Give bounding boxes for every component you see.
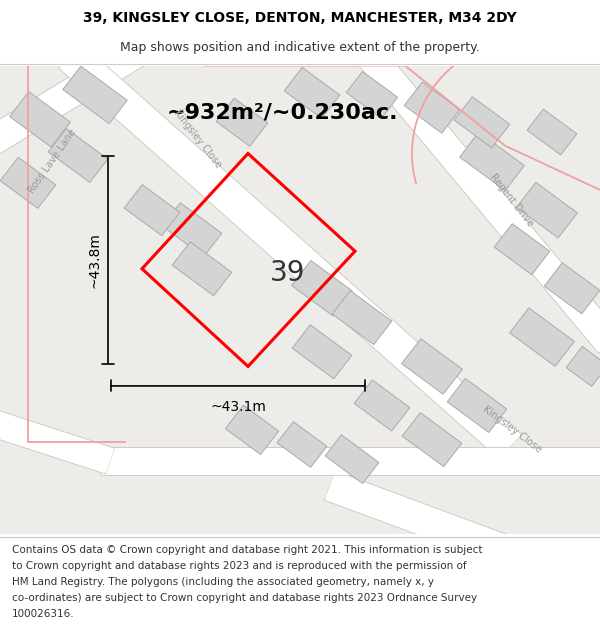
Polygon shape (332, 291, 392, 344)
Polygon shape (494, 224, 550, 275)
Polygon shape (527, 109, 577, 155)
Polygon shape (124, 184, 180, 236)
Text: Kingsley Close: Kingsley Close (172, 108, 224, 170)
Polygon shape (460, 132, 524, 191)
Polygon shape (404, 82, 460, 133)
Text: Map shows position and indicative extent of the property.: Map shows position and indicative extent… (120, 41, 480, 54)
Polygon shape (354, 380, 410, 431)
Polygon shape (226, 405, 278, 454)
Polygon shape (509, 308, 574, 366)
Text: ~43.1m: ~43.1m (210, 399, 266, 414)
Bar (100, 448, 600, 475)
Bar (60, 45, 520, 458)
Polygon shape (172, 242, 232, 296)
Text: 39: 39 (270, 259, 306, 287)
Polygon shape (10, 92, 70, 147)
Polygon shape (402, 412, 462, 467)
Polygon shape (454, 97, 510, 148)
Bar (0, 0, 227, 159)
Text: HM Land Registry. The polygons (including the associated geometry, namely x, y: HM Land Registry. The polygons (includin… (12, 577, 434, 587)
Text: 39, KINGSLEY CLOSE, DENTON, MANCHESTER, M34 2DY: 39, KINGSLEY CLOSE, DENTON, MANCHESTER, … (83, 11, 517, 26)
Polygon shape (325, 435, 379, 484)
Polygon shape (447, 379, 507, 432)
Text: ~43.8m: ~43.8m (88, 232, 102, 288)
Bar (325, 472, 600, 606)
Text: co-ordinates) are subject to Crown copyright and database rights 2023 Ordnance S: co-ordinates) are subject to Crown copyr… (12, 593, 477, 603)
Polygon shape (284, 68, 340, 119)
Bar (0, 411, 114, 472)
Polygon shape (346, 71, 398, 118)
Polygon shape (216, 98, 268, 146)
Text: Contains OS data © Crown copyright and database right 2021. This information is : Contains OS data © Crown copyright and d… (12, 545, 482, 555)
Bar (358, 47, 600, 353)
Text: Ross Lave Lane: Ross Lave Lane (26, 127, 78, 195)
Polygon shape (566, 346, 600, 386)
Polygon shape (63, 66, 127, 124)
Text: Kingsley Close: Kingsley Close (481, 404, 543, 454)
Polygon shape (0, 158, 56, 208)
Polygon shape (517, 182, 577, 238)
Polygon shape (162, 202, 222, 257)
Text: Regent Drive: Regent Drive (488, 172, 536, 229)
Bar (0, 409, 115, 474)
Polygon shape (544, 262, 600, 314)
Text: to Crown copyright and database rights 2023 and is reproduced with the permissio: to Crown copyright and database rights 2… (12, 561, 467, 571)
Polygon shape (48, 129, 108, 182)
Bar (100, 449, 600, 473)
Bar (0, 0, 228, 161)
Bar (325, 471, 600, 608)
Text: 100026316.: 100026316. (12, 609, 74, 619)
Bar (360, 48, 600, 352)
Polygon shape (292, 325, 352, 379)
Polygon shape (277, 422, 327, 468)
Polygon shape (292, 261, 352, 316)
Bar (59, 44, 521, 459)
Text: ~932m²/~0.230ac.: ~932m²/~0.230ac. (166, 102, 398, 122)
Polygon shape (401, 339, 463, 394)
